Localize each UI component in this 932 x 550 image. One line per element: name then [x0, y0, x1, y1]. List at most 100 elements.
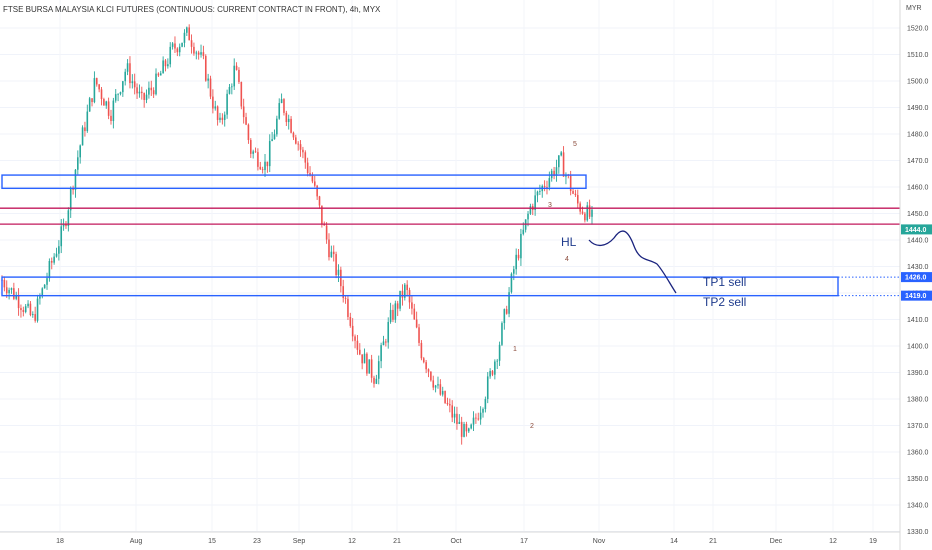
candle-body: [261, 169, 264, 171]
annotation-label: HL: [561, 235, 577, 249]
candle-body: [430, 371, 432, 381]
price-tag-label: 1426.0: [905, 275, 927, 282]
candle-body: [259, 166, 262, 170]
price-tick-label: 1390.0: [907, 370, 929, 377]
price-axis[interactable]: 1520.0 1510.0 1500.0 1490.0 1480.0 1470.0 1460…: [907, 26, 929, 537]
price-tag-label: 1444.0: [905, 227, 927, 234]
time-tick-label: Oct: [451, 538, 462, 545]
candle-body: [252, 151, 254, 154]
price-tick-label: 1500.0: [907, 79, 929, 86]
candle-body: [204, 55, 207, 81]
candle-body: [197, 52, 200, 55]
candle-body: [136, 87, 138, 94]
candle-body: [273, 134, 276, 140]
candle-body: [231, 86, 233, 88]
candle-body: [200, 52, 202, 55]
price-tag-label: 1419.0: [905, 293, 927, 300]
candle-body: [93, 78, 96, 103]
candle-body: [74, 169, 77, 190]
candle-body: [88, 98, 91, 112]
candle-body: [202, 52, 205, 56]
candle-body: [489, 370, 491, 377]
candle-body: [276, 118, 278, 135]
candle-body: [413, 308, 416, 320]
candle-body: [43, 284, 46, 289]
candle-body: [228, 87, 231, 94]
candle-body: [60, 226, 63, 247]
candle-body: [529, 206, 532, 214]
candle-body: [396, 303, 399, 309]
candle-body: [375, 378, 378, 384]
candle-body: [138, 91, 141, 94]
candle-body: [24, 306, 27, 312]
price-tags: 1444.0 1426.0 1419.0: [901, 224, 932, 301]
candle-body: [32, 314, 34, 316]
candle-body: [77, 157, 79, 170]
time-tick-label: 21: [709, 538, 717, 545]
resistance-zone-box: [1, 174, 587, 190]
candle-body: [415, 319, 418, 328]
candle-body: [439, 384, 442, 395]
candle-body: [124, 71, 127, 82]
candle-body: [50, 261, 53, 263]
candle-body: [133, 81, 136, 88]
candle-body: [389, 309, 392, 322]
candle-body: [347, 298, 349, 317]
price-tick-label: 1480.0: [907, 132, 929, 139]
candle-body: [95, 78, 98, 85]
time-tick-label: 18: [56, 538, 64, 545]
candle-body: [382, 341, 385, 346]
candle-body: [112, 100, 115, 122]
candle-body: [418, 327, 420, 343]
price-tick-label: 1470.0: [907, 158, 929, 165]
candle-body: [432, 380, 435, 388]
candle-body: [467, 428, 470, 432]
candle-body: [242, 106, 245, 118]
candle-body: [190, 40, 193, 47]
candle-body: [422, 358, 425, 363]
candle-body: [335, 254, 337, 276]
candle-body: [584, 213, 586, 221]
candle-body: [233, 65, 236, 87]
candle-body: [588, 205, 591, 217]
candle-body: [110, 115, 112, 122]
candle-body: [100, 89, 103, 100]
candle-body: [193, 46, 195, 54]
candle-body: [534, 195, 536, 210]
candle-body: [167, 64, 169, 67]
candle-body: [268, 141, 271, 167]
time-axis[interactable]: 18 Aug 15 23 Sep 12 21 Oct 17 Nov 14 21 Dec 12 19: [56, 538, 877, 545]
candle-body: [86, 111, 89, 132]
candle-body: [318, 196, 321, 206]
candle-body: [441, 391, 444, 395]
candle-body: [271, 139, 273, 142]
candle-body: [148, 87, 150, 95]
wave-count-label: 4: [565, 256, 569, 263]
candle-body: [13, 288, 15, 299]
candle-body: [245, 117, 247, 125]
candle-body: [498, 344, 501, 361]
candle-body: [553, 170, 555, 176]
candle-body: [510, 273, 513, 293]
candle-body: [79, 145, 81, 158]
candle-body: [212, 96, 214, 109]
candle-body: [517, 254, 520, 259]
candle-body: [503, 309, 506, 324]
wave-count-label: 2: [530, 423, 534, 430]
candle-body: [304, 152, 307, 163]
candle-body: [145, 94, 148, 100]
candle-body: [219, 117, 221, 120]
candle-body: [579, 203, 581, 212]
candle-body: [546, 186, 548, 188]
candle-body: [477, 418, 480, 420]
price-tick-label: 1370.0: [907, 423, 929, 430]
candle-body: [311, 175, 314, 182]
candle-body: [354, 336, 356, 341]
candle-body: [491, 370, 494, 375]
candle-body: [295, 137, 297, 144]
candle-body: [150, 87, 153, 91]
candle-body: [361, 354, 363, 364]
annotation-label: TP2 sell: [703, 295, 746, 309]
currency-label: MYR: [906, 5, 922, 12]
